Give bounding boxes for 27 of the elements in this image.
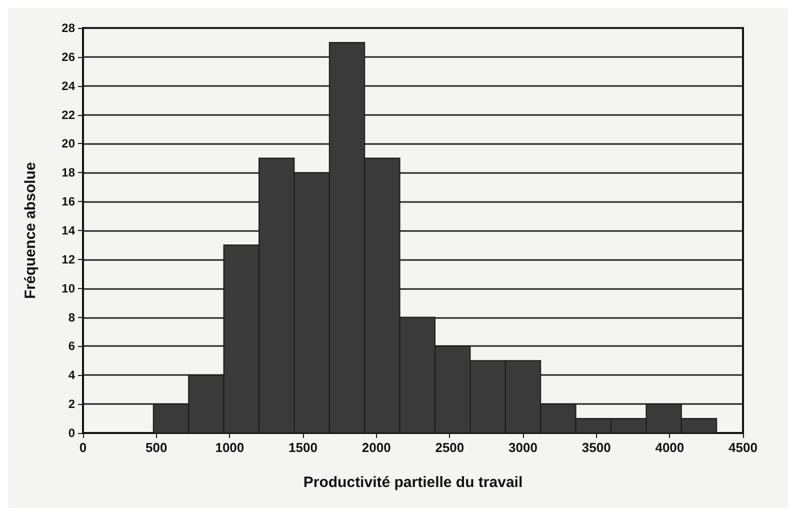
x-tick-label: 500 bbox=[145, 440, 168, 455]
y-tick-label: 24 bbox=[62, 78, 76, 93]
y-tick-label: 10 bbox=[62, 281, 76, 296]
y-tick-label: 28 bbox=[62, 21, 76, 35]
x-tick-label: 1000 bbox=[215, 440, 244, 455]
y-tick-label: 4 bbox=[68, 368, 76, 382]
x-tick-label: 4000 bbox=[655, 440, 684, 455]
y-tick-label: 22 bbox=[62, 108, 76, 122]
y-axis-title: Fréquence absolue bbox=[22, 162, 39, 299]
y-tick-label: 16 bbox=[62, 194, 76, 209]
y-tick-label: 14 bbox=[62, 224, 76, 238]
x-tick-label: 4500 bbox=[728, 440, 758, 455]
x-axis-title: Productivité partielle du travail bbox=[303, 474, 523, 491]
x-tick-label: 3000 bbox=[508, 440, 538, 455]
y-tick-label: 20 bbox=[62, 136, 76, 151]
x-tick-label: 2000 bbox=[362, 440, 391, 455]
y-tick-label: 12 bbox=[62, 252, 76, 266]
x-tick-label: 0 bbox=[79, 440, 87, 455]
y-tick-label: 8 bbox=[68, 310, 76, 324]
y-tick-label: 18 bbox=[62, 166, 76, 180]
x-tick-label: 1500 bbox=[288, 440, 318, 455]
y-tick-label: 2 bbox=[68, 397, 76, 412]
y-tick-label: 6 bbox=[68, 339, 76, 354]
x-tick-label: 3500 bbox=[582, 440, 611, 455]
x-tick-label: 2500 bbox=[435, 440, 464, 455]
y-tick-label: 0 bbox=[68, 426, 76, 440]
y-tick-label: 26 bbox=[62, 50, 76, 64]
